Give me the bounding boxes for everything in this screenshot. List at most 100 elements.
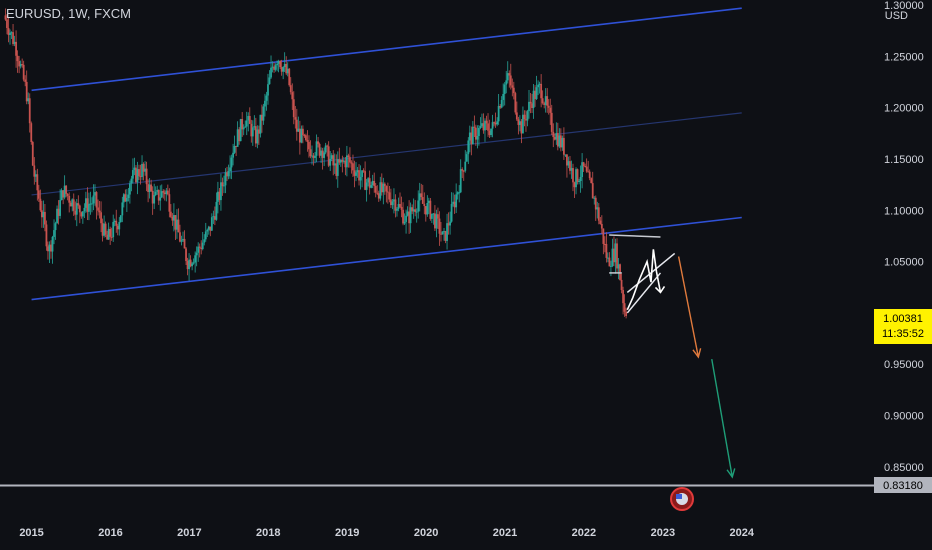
symbol-title[interactable]: EURUSD, 1W, FXCM <box>6 6 131 21</box>
resistance-line[interactable] <box>609 234 661 238</box>
candle-body <box>254 126 257 144</box>
candle-body <box>458 192 461 194</box>
channel-upper-line[interactable] <box>31 7 742 92</box>
candle-body <box>412 209 415 212</box>
candle-body <box>118 222 121 230</box>
candle-body <box>188 259 190 270</box>
x-tick-label: 2015 <box>19 527 43 539</box>
channel-lower-line[interactable] <box>31 216 742 301</box>
candle-body <box>186 261 189 270</box>
projected-path[interactable] <box>626 249 662 311</box>
channel-middle-line[interactable] <box>31 112 742 196</box>
economic-event-icon[interactable] <box>670 487 694 511</box>
candle-body <box>42 211 45 218</box>
candle-body <box>599 220 602 224</box>
candle-body <box>128 183 131 195</box>
x-axis[interactable]: 2015 2016 2017 2018 2019 2020 2021 2022 2023 2024 <box>19 527 755 539</box>
candle-body <box>280 67 283 72</box>
candle-body <box>476 136 479 140</box>
candle-body <box>18 61 21 67</box>
candle-body <box>65 185 68 194</box>
candle-body <box>481 123 483 127</box>
candle-body <box>289 85 292 93</box>
candle-series[interactable] <box>4 8 628 319</box>
candle-body <box>45 224 48 247</box>
x-tick-label: 2021 <box>493 527 517 539</box>
candle-body <box>232 152 234 158</box>
candle-body <box>382 183 385 193</box>
candle-body <box>493 122 495 124</box>
candle-body <box>603 243 606 245</box>
candle-body <box>273 66 275 70</box>
wedge-lower-line[interactable] <box>626 272 662 314</box>
candle-body <box>569 161 571 171</box>
candle-body <box>411 207 414 212</box>
candle-body <box>453 201 456 208</box>
y-tick-label: 0.95000 <box>884 359 924 371</box>
candle-body <box>100 212 102 224</box>
arrow-down-orange[interactable] <box>677 256 700 358</box>
candle-body <box>435 214 438 229</box>
candle-body <box>415 211 418 213</box>
candle-body <box>553 137 556 140</box>
candle-body <box>40 210 43 218</box>
candle-body <box>383 183 386 187</box>
candle-body <box>576 169 579 183</box>
candle-body <box>197 246 200 253</box>
candle-body <box>380 182 383 193</box>
candle-body <box>36 174 39 191</box>
candle-body <box>558 135 561 147</box>
candle-body <box>317 141 319 144</box>
candle-body <box>83 207 86 212</box>
candle-body <box>135 167 137 183</box>
candle-body <box>373 180 376 187</box>
candle-body <box>461 169 464 171</box>
candle-body <box>349 157 351 163</box>
candle-body <box>508 73 511 76</box>
candle-body <box>10 32 13 34</box>
candle-body <box>265 95 268 101</box>
candle-body <box>550 112 553 132</box>
candle-body <box>207 226 210 230</box>
candle-body <box>213 216 216 220</box>
candle-body <box>78 205 81 213</box>
candle-body <box>95 192 98 208</box>
candle-body <box>371 180 374 186</box>
candle-body <box>512 87 515 94</box>
candle-body <box>596 207 599 210</box>
y-axis[interactable]: 1.30000 1.25000 1.20000 1.15000 1.10000 1.050… <box>884 0 924 474</box>
candle-body <box>201 242 204 250</box>
candle-body <box>532 90 535 108</box>
candle-body <box>479 126 482 128</box>
arrow-down-green[interactable] <box>711 358 733 478</box>
candle-body <box>221 182 224 187</box>
candle-body <box>59 200 61 216</box>
drawing-annotations[interactable] <box>609 234 736 479</box>
candle-body <box>248 116 251 124</box>
price-channel[interactable] <box>31 7 742 301</box>
candle-body <box>312 155 315 158</box>
candle-body <box>314 155 316 158</box>
candle-body <box>614 243 617 263</box>
candle-body <box>362 170 365 172</box>
candle-body <box>160 191 163 198</box>
candle-body <box>261 114 263 121</box>
candle-body <box>218 191 221 201</box>
candle-body <box>502 93 505 100</box>
candle-body <box>80 212 83 217</box>
candle-body <box>115 220 118 226</box>
candle-body <box>567 161 570 166</box>
candle-body <box>173 215 175 221</box>
candle-body <box>529 101 532 104</box>
candle-body <box>616 243 618 269</box>
candle-body <box>242 127 245 130</box>
candle-body <box>54 223 57 231</box>
candle-body <box>485 120 488 124</box>
flag-icon-stripe <box>676 494 682 499</box>
candle-body <box>503 84 506 94</box>
candle-body <box>594 197 597 210</box>
candle-body <box>356 170 359 173</box>
candle-body <box>438 218 441 234</box>
